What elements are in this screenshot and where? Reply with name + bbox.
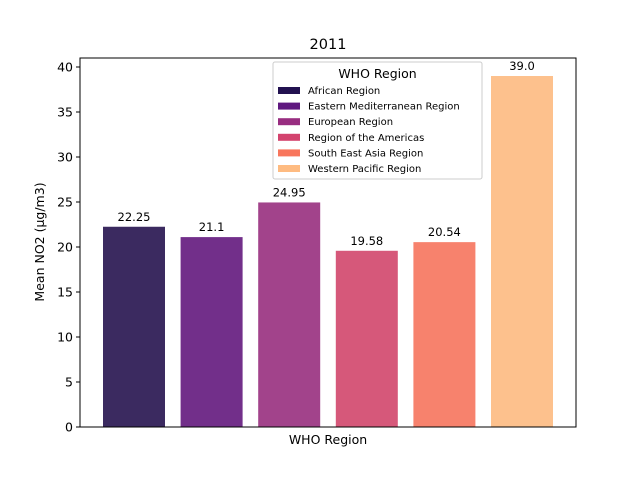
legend-swatch xyxy=(278,118,300,126)
data-label: 19.58 xyxy=(350,234,383,248)
x-axis-label: WHO Region xyxy=(289,432,367,447)
y-tick-label: 25 xyxy=(57,195,73,210)
plot-area: 0 5 10 15 20 25 30 35 40 22.25 21.1 24.95 19.58 20.54… xyxy=(57,57,577,435)
bar xyxy=(258,202,321,427)
bar xyxy=(103,226,165,427)
y-tick-label: 20 xyxy=(57,240,73,255)
legend-swatch xyxy=(278,165,300,172)
data-label: 20.54 xyxy=(428,225,461,239)
bar xyxy=(413,242,476,427)
data-label: 24.95 xyxy=(273,185,306,199)
y-tick-label: 5 xyxy=(65,375,73,390)
y-tick-label: 40 xyxy=(57,60,73,75)
data-label: 22.25 xyxy=(118,210,151,224)
legend-swatch xyxy=(278,133,300,141)
bar xyxy=(180,237,243,427)
legend-label: Western Pacific Region xyxy=(308,164,421,175)
legend-label: European Region xyxy=(308,117,393,128)
legend: WHO Region African Region Eastern Mediter… xyxy=(272,61,483,180)
legend-swatch xyxy=(278,149,300,157)
legend-box xyxy=(272,61,483,180)
y-tick-label: 30 xyxy=(57,150,73,165)
legend-label: African Region xyxy=(308,86,380,97)
y-tick-label: 0 xyxy=(65,420,73,435)
legend-label: Eastern Mediterranean Region xyxy=(308,102,460,113)
chart-title: 2011 xyxy=(310,37,347,53)
y-tick-label: 15 xyxy=(57,285,73,300)
legend-title: WHO Region xyxy=(338,66,416,81)
bar xyxy=(491,76,553,427)
data-label: 39.0 xyxy=(509,59,535,73)
legend-label: Region of the Americas xyxy=(308,133,424,144)
legend-swatch xyxy=(278,87,300,94)
data-label: 21.1 xyxy=(199,220,225,234)
axes-frame xyxy=(79,57,577,428)
bar xyxy=(335,250,398,427)
y-axis-label: Mean NO2 (µg/m3) xyxy=(32,182,47,301)
y-tick-label: 35 xyxy=(57,105,73,120)
legend-swatch xyxy=(278,102,300,110)
y-tick-label: 10 xyxy=(57,330,73,345)
legend-label: South East Asia Region xyxy=(308,148,423,159)
